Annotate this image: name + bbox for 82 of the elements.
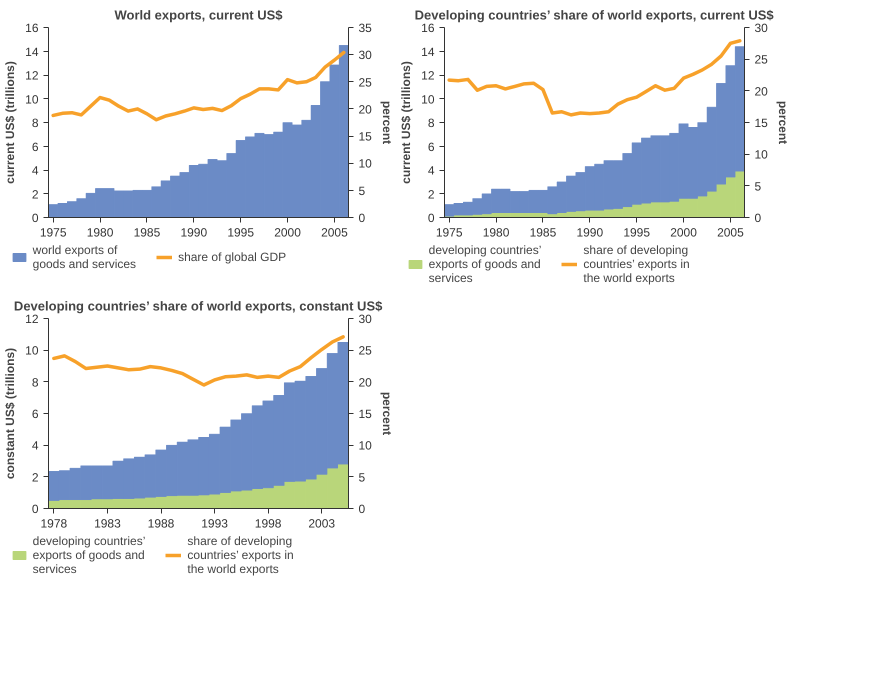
legend-label: developing countries’ exports of goods and services — [32, 534, 146, 576]
x-tick-label: 1980 — [482, 226, 510, 240]
y2-tick-label: 15 — [754, 116, 768, 130]
y2-axis-title: percent — [380, 100, 394, 144]
y-tick-label: 16 — [25, 21, 39, 35]
y-tick-label: 8 — [428, 116, 435, 130]
x-tick-label: 1988 — [148, 516, 175, 530]
y-tick-label: 12 — [25, 312, 39, 326]
x-tick-label: 2000 — [274, 226, 302, 240]
y2-tick-label: 15 — [358, 407, 372, 421]
y-tick-label: 2 — [32, 187, 39, 202]
y2-tick-label: 20 — [358, 102, 372, 116]
chart-title: World exports, current US$ — [114, 8, 284, 22]
y-tick-label: 6 — [428, 140, 435, 154]
y2-tick-label: 0 — [358, 211, 366, 225]
y2-tick-label: 35 — [358, 21, 372, 35]
chart-title: Developing countries’ share of world exports, current US$ — [414, 8, 774, 22]
x-tick-label: 2005 — [321, 226, 348, 240]
y2-tick-label: 20 — [754, 84, 768, 98]
x-tick-label: 1993 — [201, 516, 228, 530]
x-tick-label: 1983 — [94, 516, 122, 530]
x-tick-label: 1975 — [436, 226, 463, 240]
legend-label: developing countries’ exports of goods and services — [428, 243, 542, 285]
x-tick-label: 1998 — [254, 516, 282, 530]
x-tick-label: 2000 — [670, 226, 698, 240]
y-tick-label: 10 — [421, 92, 435, 106]
y-tick-label: 10 — [25, 92, 39, 106]
y-tick-label: 8 — [32, 116, 39, 130]
x-tick-label: 1978 — [40, 516, 68, 530]
y2-axis-title: percent — [380, 392, 394, 436]
y-tick-label: 4 — [428, 164, 435, 178]
y-tick-label: 14 — [421, 44, 435, 59]
x-tick-label: 1980 — [86, 226, 114, 240]
x-tick-label: 2003 — [308, 516, 336, 530]
x-tick-label: 1990 — [180, 226, 208, 240]
y-tick-label: 10 — [25, 344, 39, 358]
y-tick-label: 0 — [32, 502, 39, 516]
y2-tick-label: 10 — [358, 438, 372, 453]
y-tick-label: 6 — [32, 140, 39, 154]
x-tick-label: 2005 — [717, 226, 744, 240]
x-tick-label: 1985 — [530, 226, 557, 240]
x-tick-label: 1985 — [134, 226, 161, 240]
y2-tick-label: 30 — [358, 48, 372, 62]
y2-tick-label: 15 — [358, 130, 372, 144]
y-tick-label: 0 — [32, 211, 39, 225]
y-tick-label: 4 — [32, 438, 39, 453]
y2-tick-label: 5 — [358, 470, 366, 484]
y-tick-label: 2 — [32, 470, 39, 484]
y2-tick-label: 0 — [358, 502, 366, 516]
legend-label: world exports of goods and services — [32, 243, 136, 271]
y2-tick-label: 20 — [358, 375, 372, 390]
legend-label: share of developing countries’ exports in the world exports — [583, 243, 690, 285]
x-tick-label: 1995 — [623, 226, 650, 240]
y2-tick-label: 25 — [358, 75, 372, 90]
y2-tick-label: 10 — [754, 148, 768, 162]
y-tick-label: 16 — [421, 21, 435, 35]
y2-tick-label: 25 — [358, 344, 372, 358]
y-tick-label: 2 — [428, 187, 435, 202]
chart-title: Developing countries’ share of world exports, constant US$ — [14, 298, 384, 314]
legend-label: share of global GDP — [178, 250, 286, 264]
y2-tick-label: 30 — [754, 21, 768, 35]
y2-tick-label: 10 — [358, 156, 372, 171]
x-tick-label: 1995 — [227, 226, 254, 240]
legend-label: share of developing countries’ exports in the world exports — [187, 534, 294, 576]
y2-tick-label: 5 — [754, 179, 762, 194]
y2-tick-label: 5 — [358, 184, 366, 198]
y-axis-title: current US$ (trillions) — [399, 61, 414, 184]
y2-tick-label: 25 — [754, 52, 768, 67]
y-tick-label: 12 — [25, 68, 39, 82]
y2-tick-label: 0 — [754, 211, 762, 225]
x-tick-label: 1990 — [576, 226, 604, 240]
y-tick-label: 12 — [421, 68, 435, 82]
y2-axis-title: percent — [776, 100, 790, 144]
y-tick-label: 8 — [32, 375, 39, 390]
y-axis-title: constant US$ (trillions) — [3, 348, 18, 480]
y-tick-label: 0 — [428, 211, 435, 225]
y-tick-label: 6 — [32, 407, 39, 421]
y-axis-title: current US$ (trillions) — [3, 61, 18, 184]
y2-tick-label: 30 — [358, 312, 372, 326]
x-tick-label: 1975 — [40, 226, 67, 240]
y-tick-label: 14 — [25, 44, 39, 59]
y-tick-label: 4 — [32, 164, 39, 178]
